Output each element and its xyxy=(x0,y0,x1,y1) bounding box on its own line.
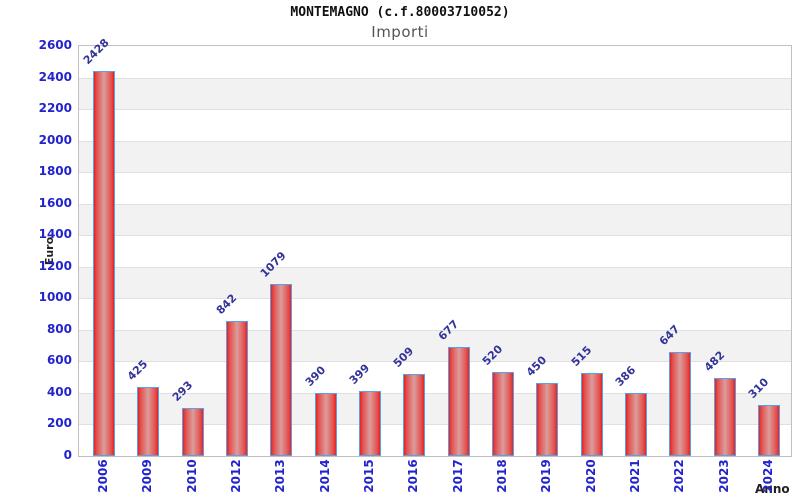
gridline xyxy=(79,298,791,300)
gridline xyxy=(79,266,791,268)
y-axis-tick-label: 200 xyxy=(46,416,72,431)
y-axis-tick-label: 2000 xyxy=(38,132,72,147)
y-axis-tick-label: 0 xyxy=(63,448,72,462)
x-axis-tick-label: 2017 xyxy=(450,459,465,493)
bar[interactable] xyxy=(93,71,115,456)
y-axis-tick-label: 1800 xyxy=(38,164,72,179)
bar[interactable] xyxy=(580,372,603,456)
plot-band xyxy=(79,266,791,299)
x-axis-tick-label: 2009 xyxy=(140,459,155,493)
x-axis-tick-label: 2020 xyxy=(583,459,598,493)
x-axis-tick-label: 2006 xyxy=(96,459,110,493)
y-axis-tick-label: 400 xyxy=(46,384,72,399)
gridline xyxy=(79,361,791,363)
x-axis-tick-label: 2024 xyxy=(760,459,775,493)
x-axis-tick-label: 2012 xyxy=(228,459,243,493)
x-axis-title: Anno xyxy=(755,482,790,496)
bar[interactable] xyxy=(137,386,160,456)
y-axis-tick-label: 600 xyxy=(46,353,72,368)
bar[interactable] xyxy=(314,392,337,456)
bar[interactable] xyxy=(270,283,293,456)
y-axis-tick-label: 2200 xyxy=(38,101,72,116)
y-axis-tick-label: 800 xyxy=(46,321,72,336)
gridline xyxy=(79,203,791,205)
y-axis-tick-label: 1200 xyxy=(38,258,72,273)
y-axis-tick-label: 2600 xyxy=(38,38,72,52)
bar-value-label: 2428 xyxy=(80,36,112,68)
gridline xyxy=(79,109,791,111)
plot-band xyxy=(79,77,791,110)
x-axis-tick-label: 2015 xyxy=(361,459,376,493)
bar[interactable] xyxy=(181,407,204,456)
bar[interactable] xyxy=(491,372,514,456)
chart-subtitle: Importi xyxy=(371,23,429,41)
bar-value-label: 399 xyxy=(346,361,373,388)
y-axis-tick-label: 1000 xyxy=(38,290,72,305)
x-axis-tick-label: 2021 xyxy=(627,459,642,493)
bar[interactable] xyxy=(447,347,470,456)
bar[interactable] xyxy=(757,405,780,456)
x-axis-tick-label: 2014 xyxy=(317,459,332,493)
chart-title: MONTEMAGNO (c.f.80003710052) xyxy=(290,5,510,20)
y-axis-tick-label: 2400 xyxy=(38,69,72,84)
gridline xyxy=(79,424,791,426)
bar-value-label: 386 xyxy=(612,363,639,390)
gridline xyxy=(79,140,791,142)
gridline xyxy=(79,235,791,237)
bar[interactable] xyxy=(358,391,381,456)
bar-value-label: 390 xyxy=(302,363,328,389)
bar[interactable] xyxy=(536,383,559,456)
gridline xyxy=(79,77,791,79)
gridline xyxy=(79,392,791,394)
plot-band xyxy=(79,203,791,236)
x-axis-tick-label: 2013 xyxy=(273,459,288,493)
gridline xyxy=(79,329,791,331)
x-axis-tick-label: 2022 xyxy=(672,459,687,493)
bar[interactable] xyxy=(403,373,426,456)
plot-band xyxy=(79,140,791,173)
x-axis-tick-label: 2016 xyxy=(406,459,421,493)
bar[interactable] xyxy=(669,351,692,456)
plot-area: 2428 425 293 842 1079 390 399 509 677 520 450 515 38… xyxy=(78,36,792,457)
y-axis-tick-label: 1400 xyxy=(38,227,72,242)
bar[interactable] xyxy=(225,321,248,456)
x-axis-tick-label: 2019 xyxy=(539,459,554,493)
x-axis-tick-label: 2010 xyxy=(184,459,199,493)
x-axis-tick-label: 2018 xyxy=(494,459,509,493)
bar[interactable] xyxy=(624,393,647,456)
bar[interactable] xyxy=(713,378,736,456)
x-axis-tick-label: 2023 xyxy=(716,459,731,493)
gridline xyxy=(79,172,791,174)
y-axis-tick-label: 1600 xyxy=(38,195,72,210)
